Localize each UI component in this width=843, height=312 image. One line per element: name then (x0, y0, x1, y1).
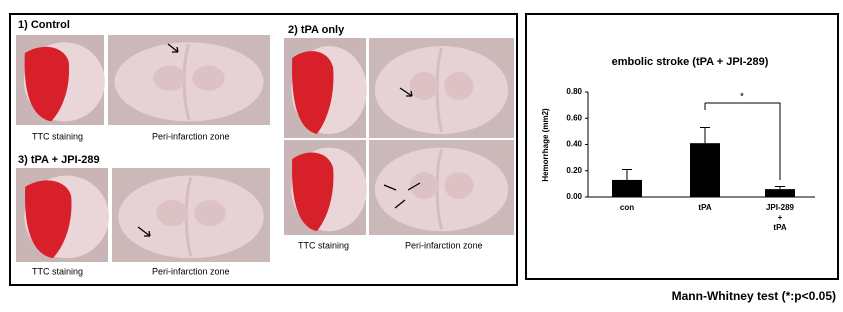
caption: Peri-infarction zone (405, 240, 483, 250)
chart-panel (525, 13, 839, 280)
y-tick-label: 0.60 (566, 113, 582, 122)
ttc-image (16, 168, 109, 262)
panel-title: 2) tPA only (288, 24, 345, 36)
arrow (167, 43, 179, 53)
x-tick-label: tPA (698, 203, 711, 212)
significance-bracket (704, 102, 781, 180)
y-tick-label: 0.80 (566, 87, 582, 96)
x-tick-label: tPA (773, 223, 786, 232)
arrow (137, 226, 151, 237)
caption: Peri-infarction zone (152, 131, 230, 141)
arrow (399, 87, 413, 97)
panel-title: 1) Control (18, 19, 70, 31)
caption: TTC staining (32, 266, 83, 276)
y-axis-label: Hemorrhage (mm2) (541, 108, 550, 182)
zone-image (110, 166, 272, 264)
bar (690, 143, 720, 197)
chart-title: embolic stroke (tPA + JPI-289) (612, 56, 769, 68)
significance-label: * (740, 92, 744, 103)
footer-note: Mann-Whitney test (*:p<0.05) (672, 289, 836, 303)
x-tick-label: + (778, 213, 783, 222)
error-bar (622, 168, 632, 180)
ttc-image (284, 38, 367, 138)
y-tick-label: 0.20 (566, 166, 582, 175)
zone-image (106, 33, 272, 127)
ttc-image (16, 35, 105, 125)
panel-title: 3) tPA + JPI-289 (18, 154, 100, 166)
y-tick-label: 0.00 (566, 192, 582, 201)
x-tick-label: JPI-289 (766, 203, 795, 212)
ttc-image (284, 140, 367, 235)
caption: TTC staining (32, 131, 83, 141)
error-bar (700, 126, 710, 144)
bar (612, 179, 642, 197)
arrow (383, 182, 421, 209)
y-tick-label: 0.40 (566, 140, 582, 149)
caption: TTC staining (298, 240, 349, 250)
zone-image (367, 36, 516, 140)
bar (765, 189, 795, 197)
x-tick-label: con (620, 203, 634, 212)
error-bar (775, 186, 785, 190)
caption: Peri-infarction zone (152, 266, 230, 276)
